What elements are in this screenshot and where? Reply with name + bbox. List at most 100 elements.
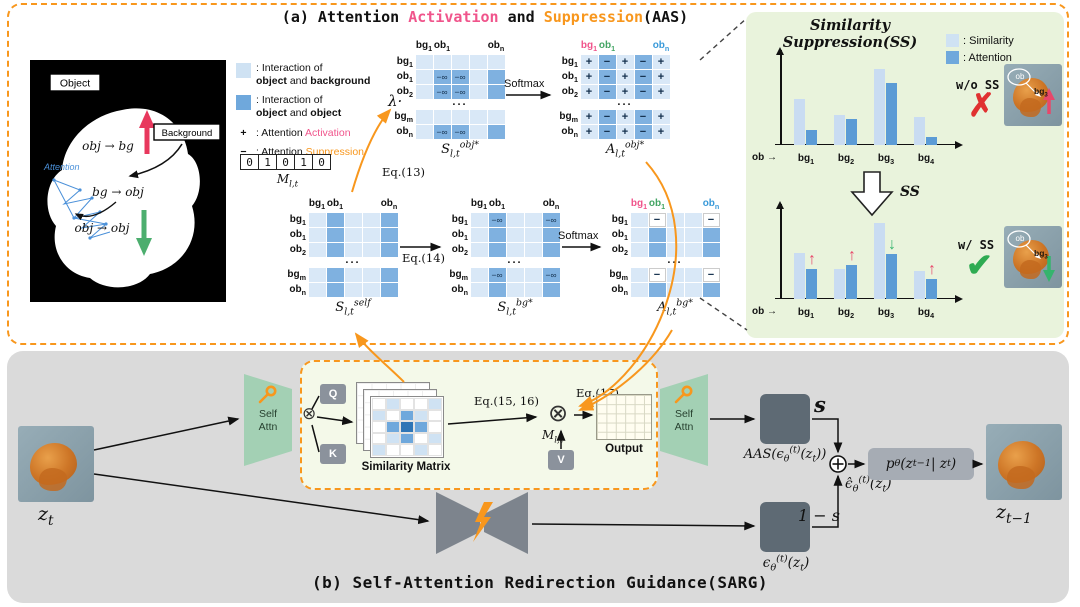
heatmap-cell xyxy=(428,432,442,445)
obj-bg-label: obj → bg xyxy=(82,139,134,153)
matrix-cell: −∞ xyxy=(433,84,451,99)
matrix-cell xyxy=(469,124,487,139)
heatmap-cell xyxy=(428,444,442,456)
matrix-cell xyxy=(415,109,433,124)
matrix-header: bg1 ob1 obn xyxy=(470,198,560,211)
matrix-row-label: bg1 xyxy=(611,214,628,227)
matrix-cell xyxy=(542,282,560,297)
matrix-cell: − xyxy=(598,124,616,139)
matrix-cell: −∞ xyxy=(488,267,506,282)
heatmap-cell xyxy=(386,398,400,410)
attention-down-arrow xyxy=(1043,270,1055,282)
wo-ss-result-image: ob bg3 xyxy=(1004,64,1062,126)
wo-ss-label: w/o SS xyxy=(956,78,1000,92)
legend-label: : Attention Activation xyxy=(256,126,351,139)
similarity-heatmap xyxy=(370,396,444,458)
matrix-cell xyxy=(506,227,524,242)
matrix-cell xyxy=(487,109,505,124)
matrix-ellipsis: ... xyxy=(617,96,633,108)
heatmap-cell xyxy=(386,409,400,422)
obj-attention-arrow xyxy=(74,201,117,221)
x-axis-label: ob → xyxy=(752,306,777,317)
matrix-cell xyxy=(415,124,433,139)
obj-obj-arrowhead xyxy=(136,238,152,256)
chart-w-ss: ob → bg1 ↑ bg2 ↑ bg3 ↓ bg4 ↑ xyxy=(752,201,964,320)
legend-sign: − xyxy=(240,145,247,158)
matrix-cell xyxy=(684,227,702,242)
eq13-label: Eq.(13) xyxy=(382,165,426,179)
similarity-bar xyxy=(874,69,885,145)
object-label: Object xyxy=(60,78,90,90)
matrix-cell xyxy=(666,282,684,297)
matrix-row-label: ob2 xyxy=(289,244,306,257)
mask-cell: 0 xyxy=(240,154,259,170)
matrix-cell xyxy=(362,242,380,257)
matrix-col-label xyxy=(616,40,634,53)
self-attn-text-2: Attn xyxy=(258,421,278,433)
matrix-label: Sl,tself xyxy=(335,297,371,318)
object-region-2 xyxy=(39,467,67,491)
matrix-cell xyxy=(344,242,362,257)
matrix-row-label: ob2 xyxy=(561,86,578,99)
matrix-row-label: obn xyxy=(396,126,413,139)
matrix-row-label: bgm xyxy=(394,111,413,124)
similarity-bar xyxy=(794,99,805,145)
matrix-cell xyxy=(630,282,648,297)
s-weight-label: s xyxy=(814,392,826,417)
attention-scene: Attention Object Background obj → bg bg … xyxy=(30,60,226,302)
matrix-cell xyxy=(469,69,487,84)
x-axis-label: ob → xyxy=(752,152,777,163)
similarity-bar xyxy=(834,269,845,299)
matrix-col-label xyxy=(344,198,362,211)
matrix-col-label xyxy=(362,198,380,211)
matrix-cell xyxy=(487,84,505,99)
ob-label: ob xyxy=(1015,72,1025,81)
matrix-row-label: ob1 xyxy=(561,71,578,84)
matrix-cell: −∞ xyxy=(433,69,451,84)
eps-hat-label: ϵ̂θ(t)(zt) xyxy=(845,474,892,495)
matrix-cell: + xyxy=(580,124,598,139)
matrix-cell: − xyxy=(634,109,652,124)
matrix-cell xyxy=(470,267,488,282)
matrix-row-label: ob2 xyxy=(611,244,628,257)
matrix-row-label: obn xyxy=(289,284,306,297)
ss-title: Similarity Suppression(SS) xyxy=(782,17,918,51)
legend-sign: + xyxy=(240,126,247,139)
matrix-label: Sl,tbg* xyxy=(497,297,533,318)
heatmap-cell xyxy=(414,444,428,456)
panel-b-title: (b) Self-Attention Redirection Guidance(… xyxy=(312,573,768,592)
matrix-cell xyxy=(630,212,648,227)
matrix-row: obn + − + − + xyxy=(561,124,670,139)
w-ss-result-image: ob bg3 xyxy=(1004,226,1062,288)
legend-label: : Interaction of object and background xyxy=(256,62,371,88)
matrix-cell: + xyxy=(580,84,598,99)
p-theta-box: p θ (z t−1 | z t) xyxy=(868,448,974,480)
background-label: Background xyxy=(162,128,213,139)
matrix-cell: + xyxy=(616,69,634,84)
w-ss-annotation xyxy=(1007,230,1055,282)
matrix-row: bg1 xyxy=(397,54,505,69)
matrix-row: ob1 xyxy=(290,227,398,242)
matrix-cell xyxy=(684,282,702,297)
matrix-row-label: bg1 xyxy=(561,56,578,69)
matrix-cell xyxy=(506,267,524,282)
ss-legend-label: : Attention xyxy=(963,51,1012,64)
matrix-cell xyxy=(524,282,542,297)
matrix-row: ob2 xyxy=(290,242,398,257)
matrix-cell xyxy=(326,212,344,227)
x-tick: bg2 xyxy=(837,307,855,320)
matrix-col-label: bg1 xyxy=(580,40,598,53)
attention-bar xyxy=(886,83,897,145)
matrix-col-label xyxy=(634,40,652,53)
w-ss-label: w/ SS xyxy=(958,238,995,252)
matrix-cell xyxy=(524,242,542,257)
matrix-cell xyxy=(308,282,326,297)
attention-label: Attention xyxy=(43,162,80,172)
matrix-row-label: obn xyxy=(611,284,628,297)
matrix-cell xyxy=(415,84,433,99)
matrix-header: bg1 ob1 obn xyxy=(308,198,398,211)
matrix-col-label: obn xyxy=(652,40,670,53)
mask-cell: 1 xyxy=(294,154,313,170)
attention-bar xyxy=(926,279,937,299)
